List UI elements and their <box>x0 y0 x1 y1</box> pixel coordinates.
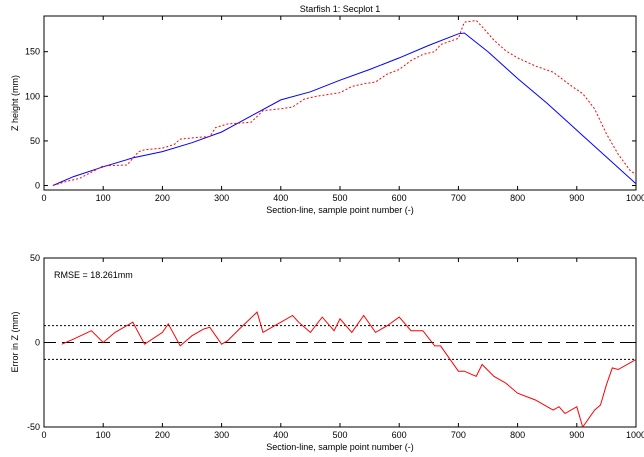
x-tick-label: 0 <box>41 193 46 203</box>
y-tick-label: 150 <box>25 47 40 57</box>
x-tick-label: 700 <box>451 193 466 203</box>
x-tick-label: 400 <box>273 430 288 440</box>
top-plot: 0 100 200 300 400 500 600 700 800 900 1000 0 50 100 15… <box>10 4 644 215</box>
x-tick-label: 800 <box>510 430 525 440</box>
rmse-annotation: RMSE = 18.261mm <box>54 270 133 280</box>
x-tick-label: 200 <box>155 193 170 203</box>
x-tick-label: 1000 <box>626 430 644 440</box>
series-line <box>52 19 637 186</box>
x-tick-label: 100 <box>96 430 111 440</box>
x-tick-label: 600 <box>392 193 407 203</box>
x-tick-label: 900 <box>569 193 584 203</box>
y-tick-label: -50 <box>27 422 40 432</box>
bottom-plot-ylabel: Error in Z (mm) <box>10 312 20 373</box>
top-plot-xlabel: Section-line, sample point number (-) <box>266 205 414 215</box>
top-plot-ylabel: Z height (mm) <box>10 75 20 131</box>
y-tick-label: 50 <box>30 253 40 263</box>
y-tick-label: 0 <box>35 181 40 191</box>
x-tick-label: 1000 <box>626 193 644 203</box>
x-tick-label: 200 <box>155 430 170 440</box>
x-tick-label: 300 <box>214 430 229 440</box>
x-tick-label: 0 <box>41 430 46 440</box>
bottom-plot-xlabel: Section-line, sample point number (-) <box>266 442 414 452</box>
x-tick-label: 800 <box>510 193 525 203</box>
y-tick-label: 0 <box>35 338 40 348</box>
x-tick-label: 500 <box>332 193 347 203</box>
x-tick-label: 700 <box>451 430 466 440</box>
y-tick-label: 50 <box>30 136 40 146</box>
x-tick-label: 100 <box>96 193 111 203</box>
top-plot-axes-box <box>43 15 637 191</box>
x-tick-label: 900 <box>569 430 584 440</box>
x-tick-label: 300 <box>214 193 229 203</box>
series-line <box>61 311 637 429</box>
x-tick-label: 400 <box>273 193 288 203</box>
y-tick-label: 100 <box>25 91 40 101</box>
x-tick-label: 600 <box>392 430 407 440</box>
x-tick-label: 500 <box>332 430 347 440</box>
series-line <box>52 32 637 186</box>
top-plot-title: Starfish 1: Secplot 1 <box>300 4 381 14</box>
